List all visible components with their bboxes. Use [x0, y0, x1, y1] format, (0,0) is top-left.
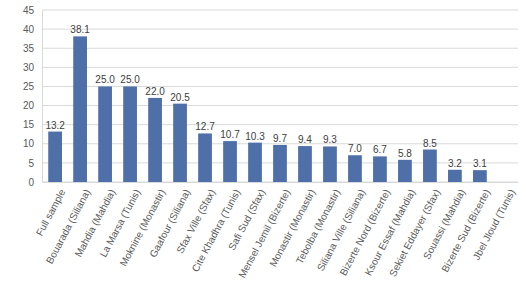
- y-tick: 40: [23, 24, 42, 35]
- bar: [273, 145, 287, 182]
- grid-line: [42, 124, 518, 125]
- y-tick-label: 20: [23, 100, 35, 111]
- data-label: 3.1: [473, 158, 487, 169]
- x-tick: Monastir (Monastir): [267, 182, 317, 269]
- bar: [323, 146, 337, 182]
- grid-line: [42, 10, 518, 11]
- chart: 0 5 10 15 20 25 30 35 40 45 Full sampleBouarada (S…: [0, 0, 526, 288]
- data-label: 20.5: [170, 92, 190, 103]
- grid-line: [42, 86, 518, 87]
- bars: [48, 36, 487, 182]
- y-tick-label: 5: [28, 158, 34, 169]
- y-tick-label: 40: [23, 24, 35, 35]
- y-tick-label: 35: [23, 43, 35, 54]
- data-label: 9.3: [323, 134, 337, 145]
- data-label: 9.4: [298, 134, 312, 145]
- x-tick: Jbel Jloud (Tunis): [471, 182, 518, 262]
- data-label: 38.1: [70, 24, 90, 35]
- y-tick: 30: [23, 62, 42, 73]
- x-tick-label: Jbel Jloud (Tunis): [471, 187, 518, 262]
- x-tick-label: Monastir (Monastir): [267, 187, 317, 268]
- data-label: 9.7: [273, 133, 287, 144]
- grid-line: [42, 105, 518, 106]
- data-label: 25.0: [95, 74, 115, 85]
- y-axis-line: [42, 11, 43, 183]
- y-tick-label: 45: [23, 5, 35, 16]
- bar: [248, 143, 262, 182]
- y-tick-label: 15: [23, 119, 35, 130]
- grid-line: [42, 29, 518, 30]
- bar: [473, 170, 487, 182]
- data-label: 10.3: [245, 131, 265, 142]
- x-tick-label: Tebolba (Monastir): [294, 187, 343, 265]
- y-tick-label: 10: [23, 138, 35, 149]
- data-label: 5.8: [398, 148, 412, 159]
- y-tick: 35: [23, 43, 42, 54]
- y-tick: 20: [23, 100, 42, 111]
- bar: [48, 132, 62, 182]
- x-axis-line: [43, 182, 519, 183]
- y-tick: 10: [23, 138, 42, 149]
- bar: [98, 86, 112, 182]
- y-tick: 0: [28, 177, 42, 188]
- data-label: 6.7: [373, 144, 387, 155]
- bar: [398, 160, 412, 182]
- x-tick: Bizerte Sud (Bizerte): [439, 182, 492, 274]
- bar: [73, 36, 87, 182]
- data-label: 3.2: [448, 158, 462, 169]
- data-label: 25.0: [120, 74, 140, 85]
- x-axis: Full sampleBouarada (Siliana)Mahdia (Mah…: [34, 182, 519, 280]
- data-label: 12.7: [195, 121, 215, 132]
- bar: [173, 104, 187, 182]
- x-tick-label: Bouarada (Siliana): [44, 187, 93, 265]
- y-tick: 45: [23, 5, 42, 16]
- x-tick-label: Moknine (Monastir): [118, 187, 168, 268]
- bar: [373, 156, 387, 182]
- x-tick: Siliana Ville (Siliana): [315, 182, 367, 273]
- bar: [198, 133, 212, 182]
- plot: 0 5 10 15 20 25 30 35 40 45 Full sampleBouarada (S…: [23, 5, 519, 280]
- data-label: 22.0: [145, 86, 165, 97]
- x-tick: Cite Khadhra (Tunis): [190, 182, 243, 274]
- grid-line: [42, 48, 518, 49]
- y-tick: 5: [28, 158, 42, 169]
- bar: [123, 86, 137, 182]
- y-tick-label: 30: [23, 62, 35, 73]
- data-label: 8.5: [423, 138, 437, 149]
- data-label: 13.2: [45, 120, 65, 131]
- grid-line: [42, 67, 518, 68]
- data-label: 10.7: [220, 129, 240, 140]
- x-tick: Moknine (Monastir): [118, 182, 168, 268]
- bar: [448, 170, 462, 182]
- bar: [148, 98, 162, 182]
- y-tick-label: 25: [23, 81, 35, 92]
- bar: [223, 141, 237, 182]
- data-label: 7.0: [348, 143, 362, 154]
- bar: [298, 146, 312, 182]
- grid: [42, 10, 518, 182]
- bar: [348, 155, 362, 182]
- y-tick: 15: [23, 119, 42, 130]
- y-axis: 0 5 10 15 20 25 30 35 40 45: [23, 5, 43, 188]
- y-tick: 25: [23, 81, 42, 92]
- data-labels: 13.2 38.1 25.0 25.0 22.0 20.5 12.7 10.7 10.3 9.7 9…: [45, 24, 487, 169]
- bar: [423, 150, 437, 182]
- y-tick-label: 0: [28, 177, 34, 188]
